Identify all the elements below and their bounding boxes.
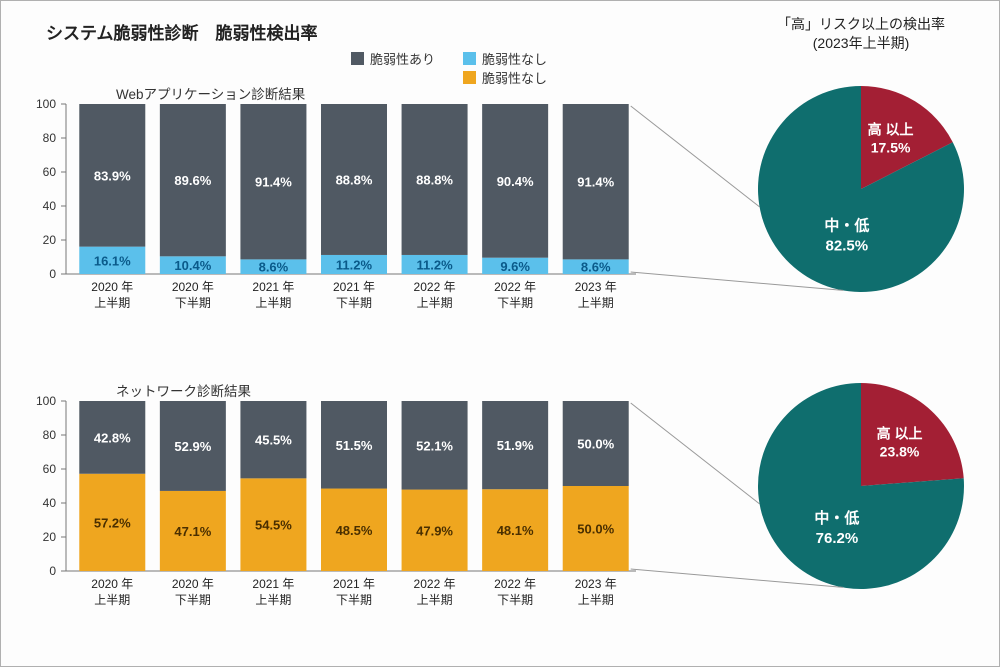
svg-text:20: 20 [43,233,57,247]
svg-text:16.1%: 16.1% [94,253,131,268]
svg-text:上半期: 上半期 [94,296,130,310]
svg-text:10.4%: 10.4% [174,258,211,273]
svg-text:17.5%: 17.5% [871,140,911,156]
svg-text:47.9%: 47.9% [416,523,453,538]
svg-text:100: 100 [36,394,56,408]
svg-text:91.4%: 91.4% [577,175,614,190]
svg-text:89.6%: 89.6% [174,173,211,188]
svg-text:8.6%: 8.6% [581,260,611,275]
svg-text:中・低: 中・低 [824,216,869,234]
svg-text:90.4%: 90.4% [497,174,534,189]
svg-text:上半期: 上半期 [417,593,453,607]
svg-text:47.1%: 47.1% [174,524,211,539]
svg-text:60: 60 [43,165,57,179]
svg-text:上半期: 上半期 [417,296,453,310]
svg-text:0: 0 [49,267,56,281]
svg-text:51.9%: 51.9% [497,438,534,453]
svg-text:54.5%: 54.5% [255,518,292,533]
svg-text:上半期: 上半期 [94,593,130,607]
svg-text:2022 年: 2022 年 [414,280,456,294]
svg-text:下半期: 下半期 [336,296,372,310]
svg-text:80: 80 [43,131,57,145]
svg-text:48.5%: 48.5% [336,523,373,538]
svg-text:2023 年: 2023 年 [575,280,617,294]
svg-text:40: 40 [43,496,57,510]
svg-text:88.8%: 88.8% [336,172,373,187]
svg-text:中・低: 中・低 [814,509,859,527]
svg-text:2021 年: 2021 年 [333,577,375,591]
svg-text:2021 年: 2021 年 [252,280,294,294]
svg-text:60: 60 [43,462,57,476]
svg-text:57.2%: 57.2% [94,515,131,530]
svg-text:23.8%: 23.8% [880,443,920,459]
svg-text:上半期: 上半期 [578,593,614,607]
svg-text:2020 年: 2020 年 [91,577,133,591]
svg-text:42.8%: 42.8% [94,430,131,445]
svg-text:2020 年: 2020 年 [91,280,133,294]
svg-text:2022 年: 2022 年 [494,577,536,591]
svg-text:下半期: 下半期 [497,296,533,310]
svg-text:8.6%: 8.6% [259,260,289,275]
dashboard-canvas: システム脆弱性診断 脆弱性検出率 脆弱性あり 脆弱性なし 脆弱性なし Webアプ… [0,0,1000,667]
svg-text:52.9%: 52.9% [174,439,211,454]
svg-text:40: 40 [43,199,57,213]
svg-text:100: 100 [36,97,56,111]
svg-text:2022 年: 2022 年 [494,280,536,294]
svg-text:下半期: 下半期 [175,296,211,310]
svg-text:88.8%: 88.8% [416,172,453,187]
svg-text:83.9%: 83.9% [94,168,131,183]
svg-text:11.2%: 11.2% [416,257,453,272]
svg-text:76.2%: 76.2% [816,530,859,547]
svg-text:11.2%: 11.2% [336,257,373,272]
svg-text:2021 年: 2021 年 [252,577,294,591]
svg-text:91.4%: 91.4% [255,175,292,190]
chart-svg: 02040608010083.9%16.1%2020 年上半期89.6%10.4… [1,1,1000,668]
svg-text:0: 0 [49,564,56,578]
svg-text:45.5%: 45.5% [255,433,292,448]
svg-text:52.1%: 52.1% [416,438,453,453]
svg-text:50.0%: 50.0% [577,437,614,452]
svg-text:2022 年: 2022 年 [414,577,456,591]
svg-text:2020 年: 2020 年 [172,577,214,591]
svg-text:2020 年: 2020 年 [172,280,214,294]
svg-text:2023 年: 2023 年 [575,577,617,591]
svg-text:上半期: 上半期 [255,296,291,310]
svg-text:51.5%: 51.5% [336,438,373,453]
svg-text:高 以上: 高 以上 [877,425,923,441]
svg-text:上半期: 上半期 [255,593,291,607]
svg-text:下半期: 下半期 [497,593,533,607]
svg-text:高 以上: 高 以上 [868,122,914,138]
svg-text:9.6%: 9.6% [500,259,530,274]
svg-text:下半期: 下半期 [336,593,372,607]
svg-text:48.1%: 48.1% [497,523,534,538]
svg-text:80: 80 [43,428,57,442]
svg-text:下半期: 下半期 [175,593,211,607]
svg-text:82.5%: 82.5% [826,237,869,254]
svg-text:50.0%: 50.0% [577,522,614,537]
svg-text:20: 20 [43,530,57,544]
svg-text:2021 年: 2021 年 [333,280,375,294]
svg-text:上半期: 上半期 [578,296,614,310]
